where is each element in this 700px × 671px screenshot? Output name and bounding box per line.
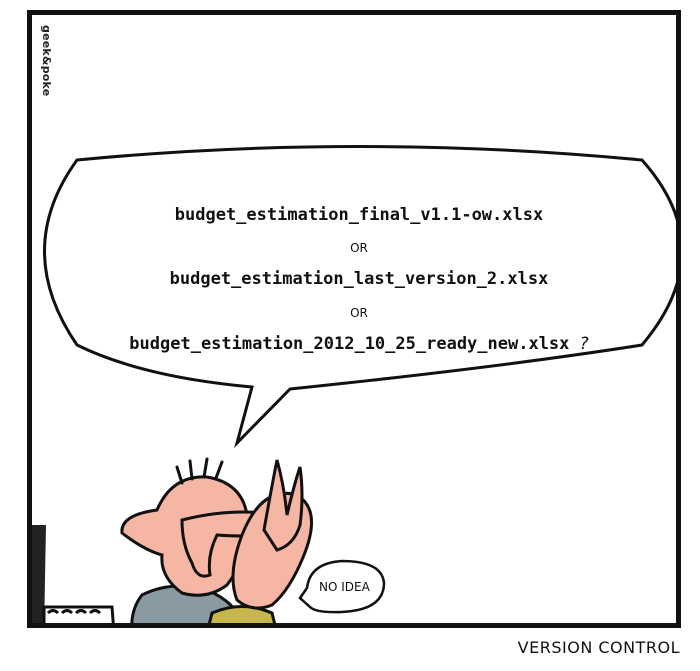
comic-caption: VERSION CONTROL <box>517 638 680 657</box>
filename-option-2: budget_estimation_last_version_2.xlsx <box>169 269 549 289</box>
or-label-1: OR <box>350 241 368 255</box>
reply-text: NO IDEA <box>319 580 370 594</box>
filename-option-3: budget_estimation_2012_10_25_ready_new.x… <box>129 334 570 354</box>
or-label-2: OR <box>350 306 368 320</box>
filename-option-1: budget_estimation_final_v1.1-ow.xlsx <box>174 205 544 225</box>
filename-option-3-row: budget_estimation_2012_10_25_ready_new.x… <box>32 334 676 354</box>
comic-panel: geek&poke budget_estimation_final_v1.1-o… <box>27 10 681 628</box>
speech-bubble <box>32 145 676 623</box>
question-mark: ? <box>579 334 589 354</box>
author-credit: geek&poke <box>40 25 53 97</box>
